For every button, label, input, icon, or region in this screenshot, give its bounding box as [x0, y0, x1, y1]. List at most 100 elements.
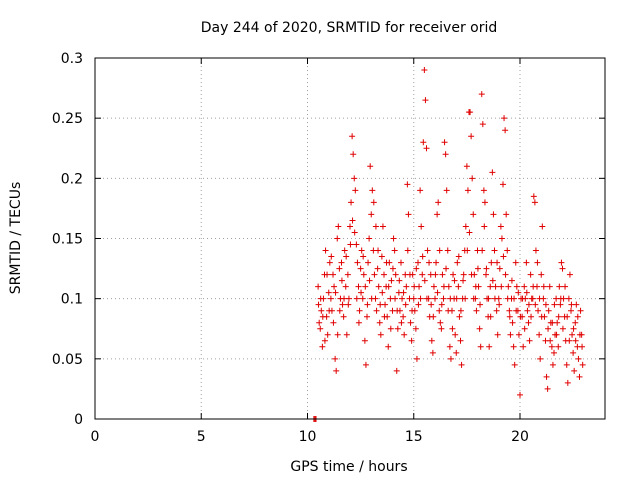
data-point — [373, 307, 380, 314]
data-point — [332, 355, 339, 362]
data-point — [491, 295, 498, 302]
data-point — [521, 283, 528, 290]
data-point — [458, 361, 465, 368]
data-point — [525, 319, 532, 326]
data-point — [326, 259, 333, 266]
data-point — [505, 283, 512, 290]
data-point — [503, 211, 510, 218]
data-point — [489, 277, 496, 284]
data-point — [341, 295, 348, 302]
data-points — [310, 67, 586, 422]
data-point — [572, 319, 579, 326]
data-point — [342, 283, 349, 290]
y-tick-label: 0 — [74, 412, 83, 428]
data-point — [579, 361, 586, 368]
data-point — [510, 343, 517, 350]
data-point — [317, 295, 324, 302]
data-point — [517, 313, 524, 320]
data-point — [452, 331, 459, 338]
data-point — [496, 301, 503, 308]
data-point — [494, 331, 501, 338]
data-point — [364, 313, 370, 320]
data-point — [321, 337, 328, 344]
data-point — [388, 277, 395, 284]
data-point — [401, 331, 408, 338]
tick-labels: 0 5 10 15 20 0 0.05 0.1 0.15 0.2 0.25 0.3 — [52, 51, 529, 445]
data-point — [470, 295, 477, 302]
data-point — [444, 247, 451, 254]
data-point — [570, 349, 577, 356]
data-point — [525, 301, 532, 308]
data-point — [509, 319, 516, 326]
data-point — [500, 181, 506, 188]
data-point — [454, 259, 461, 266]
data-point — [411, 283, 418, 290]
data-point — [387, 325, 394, 332]
data-point — [438, 301, 445, 308]
data-point — [512, 259, 519, 266]
data-point — [435, 199, 442, 206]
data-point — [498, 235, 505, 242]
data-point — [432, 295, 438, 302]
data-point — [423, 145, 430, 152]
data-point — [419, 253, 426, 260]
x-tick-label: 10 — [299, 429, 317, 445]
data-point — [520, 343, 527, 350]
data-point — [526, 337, 533, 344]
y-tick-label: 0.25 — [52, 111, 83, 127]
data-point — [362, 283, 369, 290]
data-point — [558, 259, 565, 266]
data-point — [557, 295, 564, 302]
data-point — [345, 301, 352, 308]
data-point — [360, 271, 367, 278]
data-point — [446, 343, 453, 350]
data-point — [551, 349, 557, 356]
data-point — [333, 367, 340, 374]
data-point — [467, 109, 474, 116]
data-point — [357, 265, 364, 272]
data-point — [415, 259, 421, 266]
data-point — [483, 265, 490, 272]
data-point — [492, 283, 499, 290]
data-point — [412, 325, 419, 332]
data-point — [532, 247, 539, 254]
data-point — [555, 313, 562, 320]
data-point — [359, 295, 366, 302]
data-point — [565, 295, 572, 302]
data-point — [455, 283, 462, 290]
data-point — [557, 301, 564, 308]
data-point — [473, 307, 480, 314]
data-point — [574, 313, 581, 320]
data-point — [481, 199, 488, 206]
data-point — [349, 133, 356, 140]
data-point — [413, 265, 420, 272]
data-point — [562, 283, 569, 290]
data-point — [436, 307, 443, 314]
data-point — [488, 259, 495, 266]
data-point — [534, 259, 541, 266]
data-point — [456, 313, 463, 320]
data-point — [417, 295, 424, 302]
data-point — [367, 163, 374, 170]
data-point — [529, 295, 536, 302]
data-point — [366, 277, 373, 284]
data-point — [436, 247, 443, 254]
data-point — [385, 343, 392, 350]
data-point — [383, 259, 390, 266]
data-point — [575, 355, 582, 362]
data-point — [466, 229, 473, 236]
data-point — [553, 331, 560, 338]
data-point — [433, 259, 440, 266]
data-point — [527, 271, 534, 278]
x-tick-label: 15 — [405, 429, 423, 445]
data-point — [407, 319, 414, 326]
data-point — [513, 307, 520, 314]
data-point — [428, 301, 435, 308]
data-point — [537, 355, 544, 362]
data-point — [572, 337, 579, 344]
data-point — [409, 307, 416, 314]
data-point — [421, 277, 428, 284]
y-tick-label: 0.3 — [61, 51, 83, 67]
data-point — [536, 295, 543, 302]
